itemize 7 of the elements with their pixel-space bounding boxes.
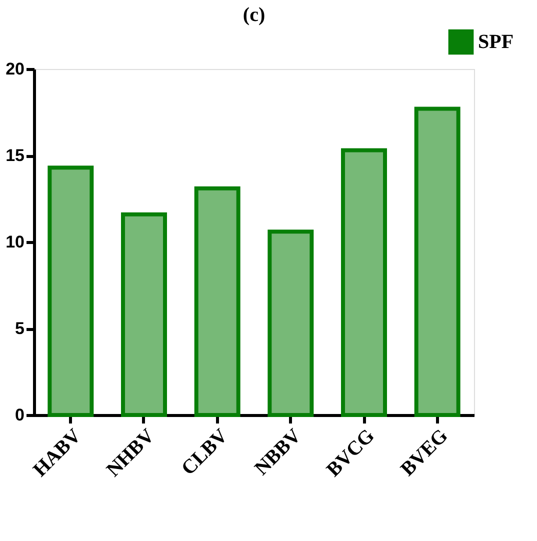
y-tick-label: 20 <box>6 60 24 78</box>
y-tick-label: 10 <box>6 232 24 252</box>
y-tick-label: 0 <box>15 406 24 424</box>
chart-title: (c) <box>242 4 266 26</box>
y-tick-label: 5 <box>15 319 24 338</box>
legend-label: SPF <box>478 31 514 53</box>
y-tick-label: 15 <box>6 146 24 165</box>
